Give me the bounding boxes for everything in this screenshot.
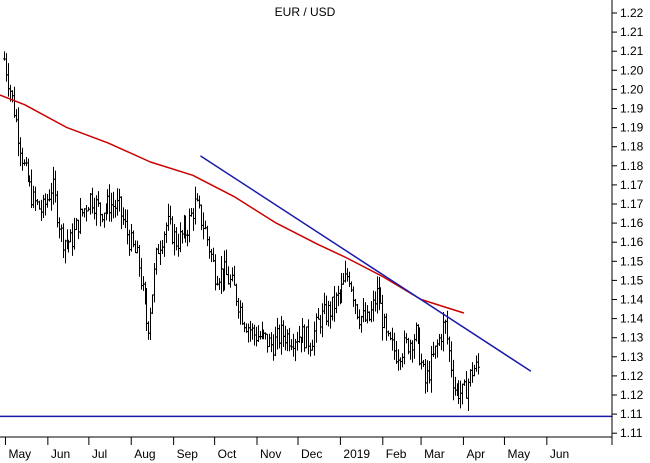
x-tick-label: Apr — [466, 447, 485, 461]
x-tick-label: Oct — [218, 447, 237, 461]
plot-area — [3, 51, 480, 411]
y-tick-label: 1.16 — [620, 216, 644, 230]
axes — [0, 0, 613, 445]
y-tick-label: 1.20 — [620, 63, 644, 77]
y-tick-label: 1.19 — [620, 121, 644, 135]
y-tick-label: 1.13 — [620, 331, 644, 345]
y-tick-label: 1.15 — [620, 273, 644, 287]
trendline-line — [200, 155, 532, 372]
y-tick-label: 1.12 — [620, 369, 644, 383]
x-tick-label: May — [507, 447, 530, 461]
y-tick-label: 1.13 — [620, 350, 644, 364]
x-tick-label: Feb — [386, 447, 407, 461]
y-tick-label: 1.18 — [620, 140, 644, 154]
x-tick-label: 2019 — [343, 447, 370, 461]
chart-title: EUR / USD — [275, 5, 336, 19]
y-tick-label: 1.12 — [620, 388, 644, 402]
x-tick-label: Sep — [177, 447, 199, 461]
y-tick-label: 1.21 — [620, 44, 644, 58]
x-tick-label: Jun — [51, 447, 70, 461]
y-tick-label: 1.21 — [620, 25, 644, 39]
x-axis-ticks: May Jun Jul Aug Sep Oct Nov Dec 2019 Feb Mar Apr May… — [4, 437, 569, 461]
y-tick-label: 1.15 — [620, 254, 644, 268]
x-tick-label: May — [8, 447, 31, 461]
x-tick-label: Jun — [550, 447, 569, 461]
x-tick-label: Jul — [92, 447, 107, 461]
y-tick-label: 1.11 — [620, 407, 643, 421]
y-tick-label: 1.19 — [620, 102, 644, 116]
overlay-lines — [0, 94, 613, 418]
y-tick-label: 1.17 — [620, 197, 644, 211]
x-tick-label: Nov — [260, 447, 281, 461]
y-tick-label: 1.22 — [620, 6, 644, 20]
y-tick-label: 1.14 — [620, 293, 644, 307]
x-tick-label: Mar — [424, 447, 445, 461]
x-tick-label: Aug — [134, 447, 155, 461]
y-tick-label: 1.18 — [620, 159, 644, 173]
y-axis-ticks: 1.22 1.21 1.21 1.20 1.20 1.19 1.19 1.18 1.18 1.17… — [612, 6, 644, 440]
y-tick-label: 1.20 — [620, 82, 644, 96]
x-tick-label: Dec — [301, 447, 322, 461]
y-tick-label: 1.14 — [620, 312, 644, 326]
moving-average-line — [0, 94, 465, 314]
y-tick-label: 1.16 — [620, 235, 644, 249]
y-tick-label: 1.17 — [620, 178, 644, 192]
y-tick-label: 1.11 — [620, 426, 643, 440]
